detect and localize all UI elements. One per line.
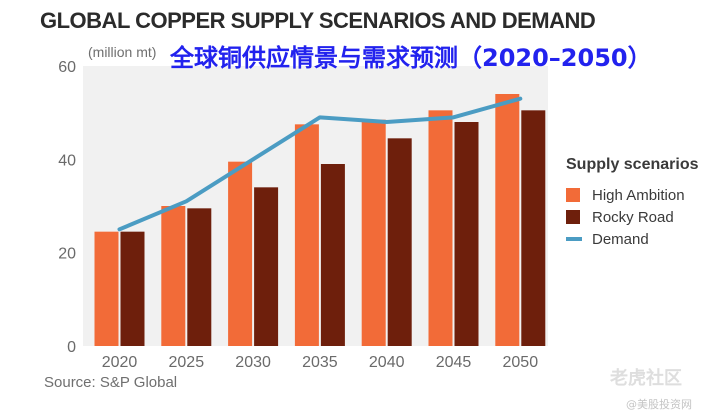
x-tick-label: 2025 [169,354,205,371]
legend-label-high-ambition: High Ambition [592,186,685,204]
bar-high-ambition [495,94,520,346]
bar-high-ambition [428,110,453,346]
source-note: Source: S&P Global [44,374,178,391]
demand-point [185,200,187,202]
bar-rocky-road [187,208,212,346]
watermark-brand: 老虎社区 [610,368,682,389]
chinese-overlay-title: 全球铜供应情景与需求预测（2020–2050） [170,44,652,72]
legend-title: Supply scenarios [566,156,699,173]
bar-rocky-road [454,122,479,346]
demand-point [519,98,521,100]
demand-point [319,116,321,118]
legend-item-high-ambition: High Ambition [566,184,699,206]
bar-high-ambition [294,124,319,346]
y-axis-unit-label: (million mt) [88,44,157,60]
bar-high-ambition [228,161,253,346]
legend-swatch-high-ambition [566,188,580,202]
bar-high-ambition [361,119,386,347]
legend-item-demand: Demand [566,228,699,250]
watermark-sub: @美股投资网 [626,398,692,411]
y-tick-label: 0 [67,339,76,356]
demand-point [252,158,254,160]
legend-label-rocky-road: Rocky Road [592,208,674,226]
bar-rocky-road [120,231,145,346]
bar-rocky-road [254,187,279,346]
bar-high-ambition [94,231,119,346]
x-tick-label: 2040 [369,354,405,371]
demand-point [119,228,120,230]
bar-rocky-road [320,164,345,346]
x-tick-label: 2020 [102,354,138,371]
chart-title: GLOBAL COPPER SUPPLY SCENARIOS AND DEMAN… [40,8,596,33]
legend-swatch-rocky-road [566,210,580,224]
demand-point [453,116,454,118]
legend-label-demand: Demand [592,230,649,248]
y-tick-label: 40 [58,152,76,169]
bar-rocky-road [387,138,412,346]
demand-point [386,121,388,123]
legend-item-rocky-road: Rocky Road [566,206,699,228]
x-tick-label: 2030 [235,354,271,371]
x-tick-label: 2050 [503,354,539,371]
x-tick-label: 2035 [302,354,338,371]
y-tick-label: 60 [58,59,76,76]
bar-rocky-road [521,110,546,346]
y-tick-label: 20 [58,246,76,263]
bar-high-ambition [161,206,186,346]
legend-swatch-demand [566,237,582,241]
chart-legend: Supply scenarios High Ambition Rocky Roa… [566,156,699,250]
x-tick-label: 2045 [436,354,472,371]
